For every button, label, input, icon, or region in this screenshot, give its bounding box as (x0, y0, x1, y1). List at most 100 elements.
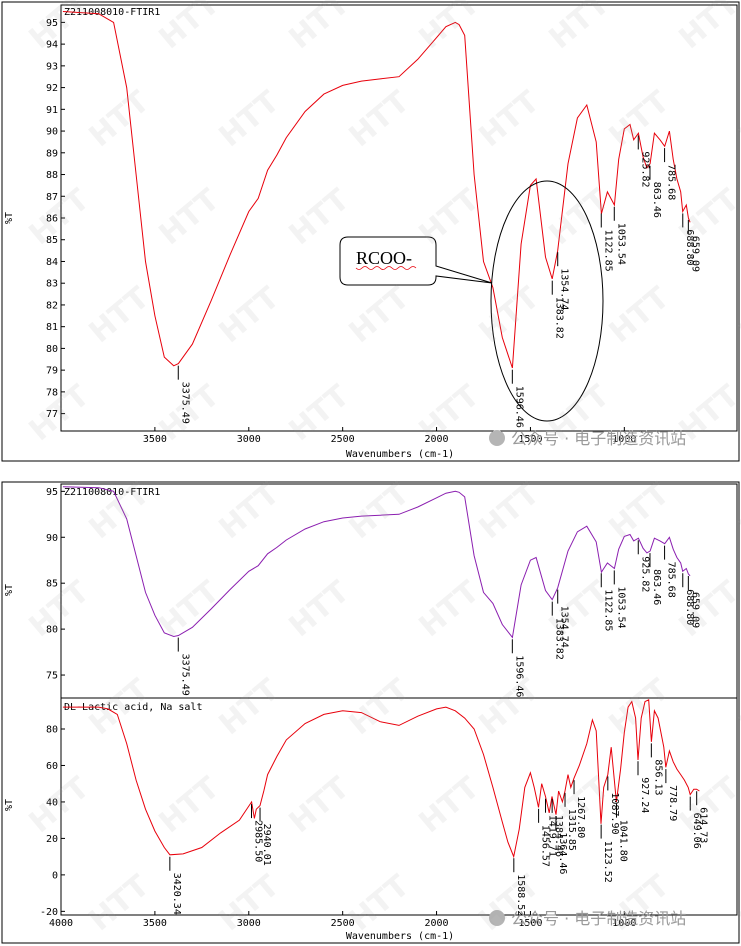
watermark-caption-text: 公众号 · 电子制造资讯站 (511, 909, 686, 928)
y-tick-label: 80 (46, 344, 58, 355)
y-tick-label: 75 (46, 671, 58, 682)
peak-label: 3420.34 (171, 873, 182, 915)
y-tick-label: 85 (46, 235, 58, 246)
peak-label: 2940.01 (261, 824, 272, 866)
x-tick-label: 3000 (237, 434, 261, 445)
rcoo-callout-text: RCOO- (356, 248, 412, 268)
peak-label: 1596.46 (513, 655, 524, 697)
panel-1-ylabel: %T (4, 212, 15, 224)
panel-1-title: Z211008010-FTIR1 (64, 7, 160, 18)
y-tick-label: 95 (46, 18, 58, 29)
panel-1-spectrum-line (62, 11, 691, 369)
peak-label: 1267.80 (575, 796, 586, 838)
x-tick-label: 3500 (143, 434, 167, 445)
panel-1-frame (1, 1, 740, 462)
x-tick-label: 1500 (518, 434, 542, 445)
peak-label: 1087.90 (609, 792, 620, 834)
peak-label: 1354.74 (559, 606, 570, 648)
y-tick-label: 83 (46, 279, 58, 290)
peak-label: 1384.46 (553, 815, 564, 857)
peak-label: 856.13 (652, 759, 663, 795)
peak-label: 1041.80 (618, 820, 629, 862)
peak-label: 3375.49 (179, 654, 190, 696)
wechat-icon (489, 430, 505, 446)
peak-label: 659.09 (689, 592, 700, 628)
y-tick-label: 90 (46, 127, 58, 138)
peak-label: 1315.85 (566, 809, 577, 851)
panel-3-spectrum-line (62, 699, 700, 859)
y-tick-label: 78 (46, 387, 58, 398)
peak-label: 688.80 (684, 229, 695, 265)
y-tick-label: 0 (52, 870, 58, 881)
rcoo-highlight-ellipse (490, 180, 604, 422)
y-tick-label: 20 (46, 834, 58, 845)
panel-3-xlabel: Wavenumbers (cm-1) (346, 931, 454, 942)
peak-label: 785.68 (666, 164, 677, 200)
y-tick-label: 84 (46, 257, 58, 268)
panel-1-xlabel: Wavenumbers (cm-1) (346, 449, 454, 460)
panel-2-title: Z211008010-FTIR1 (64, 487, 160, 498)
watermark-caption-text: 公众号 · 电子制造资讯站 (511, 429, 686, 448)
y-tick-label: 81 (46, 322, 58, 333)
peak-label: 614.73 (698, 807, 709, 843)
y-tick-label: 88 (46, 170, 58, 181)
y-tick-label: 60 (46, 761, 58, 772)
peak-label: 1596.46 (513, 386, 524, 428)
peak-label: 1383.82 (553, 297, 564, 339)
x-tick-label: 1000 (612, 434, 636, 445)
y-tick-label: 91 (46, 105, 58, 116)
wechat-icon (489, 910, 505, 926)
peak-label: 1122.85 (602, 589, 613, 631)
panel-1-y-ticks: 77 78 79 80 81 82 83 84 85 86 87 88 89 90 91 92 93 94 95 (46, 18, 65, 420)
peak-label: 2985.50 (253, 820, 264, 862)
y-tick-label: 86 (46, 214, 58, 225)
watermark-caption-1: 公众号 · 电子制造资讯站 (489, 429, 686, 448)
peak-label: 778.79 (667, 785, 678, 821)
y-tick-label: 82 (46, 300, 58, 311)
peak-label: 1123.52 (602, 841, 613, 883)
peak-label: 649.06 (691, 813, 702, 849)
y-tick-label: 80 (46, 625, 58, 636)
y-tick-label: 85 (46, 579, 58, 590)
y-tick-label: 77 (46, 409, 58, 420)
x-tick-label: 2500 (331, 918, 355, 929)
x-tick-label: 3000 (237, 918, 261, 929)
y-tick-label: 79 (46, 366, 58, 377)
panel-2-spectrum-line (62, 486, 691, 639)
x-tick-label: 2500 (331, 434, 355, 445)
watermark-caption-2: 公众号 · 电子制造资讯站 (489, 909, 686, 928)
panel-3-ylabel: %T (4, 799, 15, 811)
peak-label: 863.46 (651, 182, 662, 218)
peak-label: 925.82 (639, 556, 650, 592)
y-tick-label: 89 (46, 148, 58, 159)
y-tick-label: 80 (46, 725, 58, 736)
x-tick-label: 2000 (425, 918, 449, 929)
peak-label: 1588.52 (515, 874, 526, 916)
y-tick-label: -20 (40, 907, 58, 918)
peak-label: 925.82 (639, 151, 650, 187)
y-tick-label: 87 (46, 192, 58, 203)
panel-2-ylabel: %T (4, 584, 15, 596)
x-tick-label: 1000 (612, 918, 636, 929)
rcoo-callout-box (339, 236, 493, 286)
panel-3-plot-area (60, 697, 738, 916)
panel-2-y-ticks: 75 80 85 90 95 (46, 487, 65, 682)
y-tick-label: 40 (46, 797, 58, 808)
y-tick-label: 93 (46, 61, 58, 72)
peak-label: 688.80 (684, 589, 695, 625)
peak-label: 659.09 (689, 236, 700, 272)
peak-label: 863.46 (651, 569, 662, 605)
peak-label: 1354.74 (559, 268, 570, 310)
peak-label: 785.68 (666, 562, 677, 598)
x-tick-label: 4000 (49, 918, 73, 929)
peak-label: 1122.85 (602, 230, 613, 272)
x-tick-label: 2000 (425, 434, 449, 445)
panel-3-title: DL-Lactic acid, Na salt (64, 702, 202, 713)
peak-label: 1364.46 (557, 832, 568, 874)
peak-label: 3375.49 (179, 382, 190, 424)
x-tick-label: 3500 (143, 918, 167, 929)
peak-label: 1383.82 (553, 618, 564, 660)
